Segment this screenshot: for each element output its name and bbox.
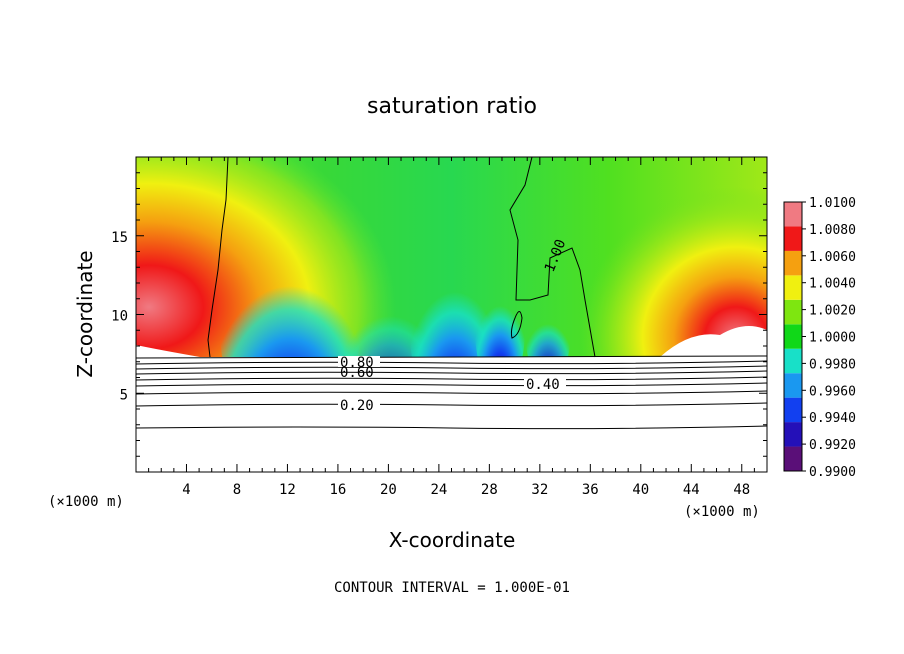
- contour-interval-note: CONTOUR INTERVAL = 1.000E-01: [334, 580, 570, 596]
- y-axis-label: Z-coordinate: [73, 250, 97, 377]
- contour-lines: [135, 156, 768, 430]
- colorbar-swatch: [784, 324, 802, 349]
- x-tick-label: 8: [233, 482, 241, 498]
- x-axis-unit: (×1000 m): [684, 504, 760, 520]
- y-axis: 5 10 15: [111, 172, 767, 457]
- x-tick-label: 36: [582, 482, 599, 498]
- contour-label-0.20: 0.20: [340, 398, 374, 414]
- y-tick-label: 5: [120, 387, 128, 403]
- y-tick-label: 15: [111, 230, 128, 246]
- x-tick-label: 32: [531, 482, 548, 498]
- colorbar-label: 1.0060: [809, 250, 856, 265]
- colorbar-label: 1.0040: [809, 277, 856, 292]
- x-tick-label: 40: [632, 482, 649, 498]
- x-tick-label: 44: [683, 482, 700, 498]
- contour-label-0.60: 0.60: [340, 365, 374, 381]
- colorbar-label: 0.9900: [809, 465, 856, 480]
- colorbar-swatch: [784, 348, 802, 374]
- x-tick-label: 20: [380, 482, 397, 498]
- colorbar-label: 0.9960: [809, 384, 856, 399]
- x-tick-label: 16: [329, 482, 346, 498]
- colorbar-label: 0.9920: [809, 438, 856, 453]
- chart-title: saturation ratio: [367, 94, 537, 119]
- colorbar-label: 0.9980: [809, 357, 856, 372]
- colorbar-swatch: [784, 299, 802, 325]
- contour-label-0.80: 0.80: [340, 355, 374, 371]
- x-axis-label: X-coordinate: [389, 528, 516, 552]
- colorbar-swatch: [784, 422, 802, 447]
- saturation-field: [136, 157, 767, 357]
- contour-0.20: [135, 402, 768, 407]
- contour-1.00: [135, 355, 768, 359]
- y-tick-label: 10: [111, 309, 128, 325]
- contour-0.80: [135, 360, 768, 365]
- colorbar-swatch: [784, 397, 802, 423]
- colorbar-label: 0.9940: [809, 411, 856, 426]
- colorbar-swatch: [784, 373, 802, 398]
- y-axis-unit: (×1000 m): [48, 494, 124, 510]
- colorbar-swatch: [784, 226, 802, 251]
- contour-0.40: [135, 382, 768, 387]
- x-tick-label: 24: [430, 482, 447, 498]
- colorbar-label: 1.0080: [809, 223, 856, 238]
- x-tick-label: 48: [733, 482, 750, 498]
- colorbar-label: 1.0100: [809, 196, 856, 211]
- x-tick-label: 12: [279, 482, 296, 498]
- x-tick-label: 28: [481, 482, 498, 498]
- colorbar-swatch: [784, 250, 802, 276]
- colorbar-swatch: [784, 446, 802, 471]
- x-axis: 4 8 12 16 20 24 28 32 36 40 44 48: [148, 157, 755, 498]
- contour-0.60: [135, 365, 768, 370]
- colorbar: 1.0100 1.0080 1.0060 1.0040 1.0020 1.0000 0.99…: [783, 196, 856, 480]
- contour-label-0.40: 0.40: [526, 377, 560, 393]
- colorbar-label: 1.0020: [809, 304, 856, 319]
- x-tick-label: 4: [182, 482, 190, 498]
- colorbar-label: 1.0000: [809, 331, 856, 346]
- colorbar-swatch: [784, 275, 802, 300]
- colorbar-swatch: [784, 202, 802, 227]
